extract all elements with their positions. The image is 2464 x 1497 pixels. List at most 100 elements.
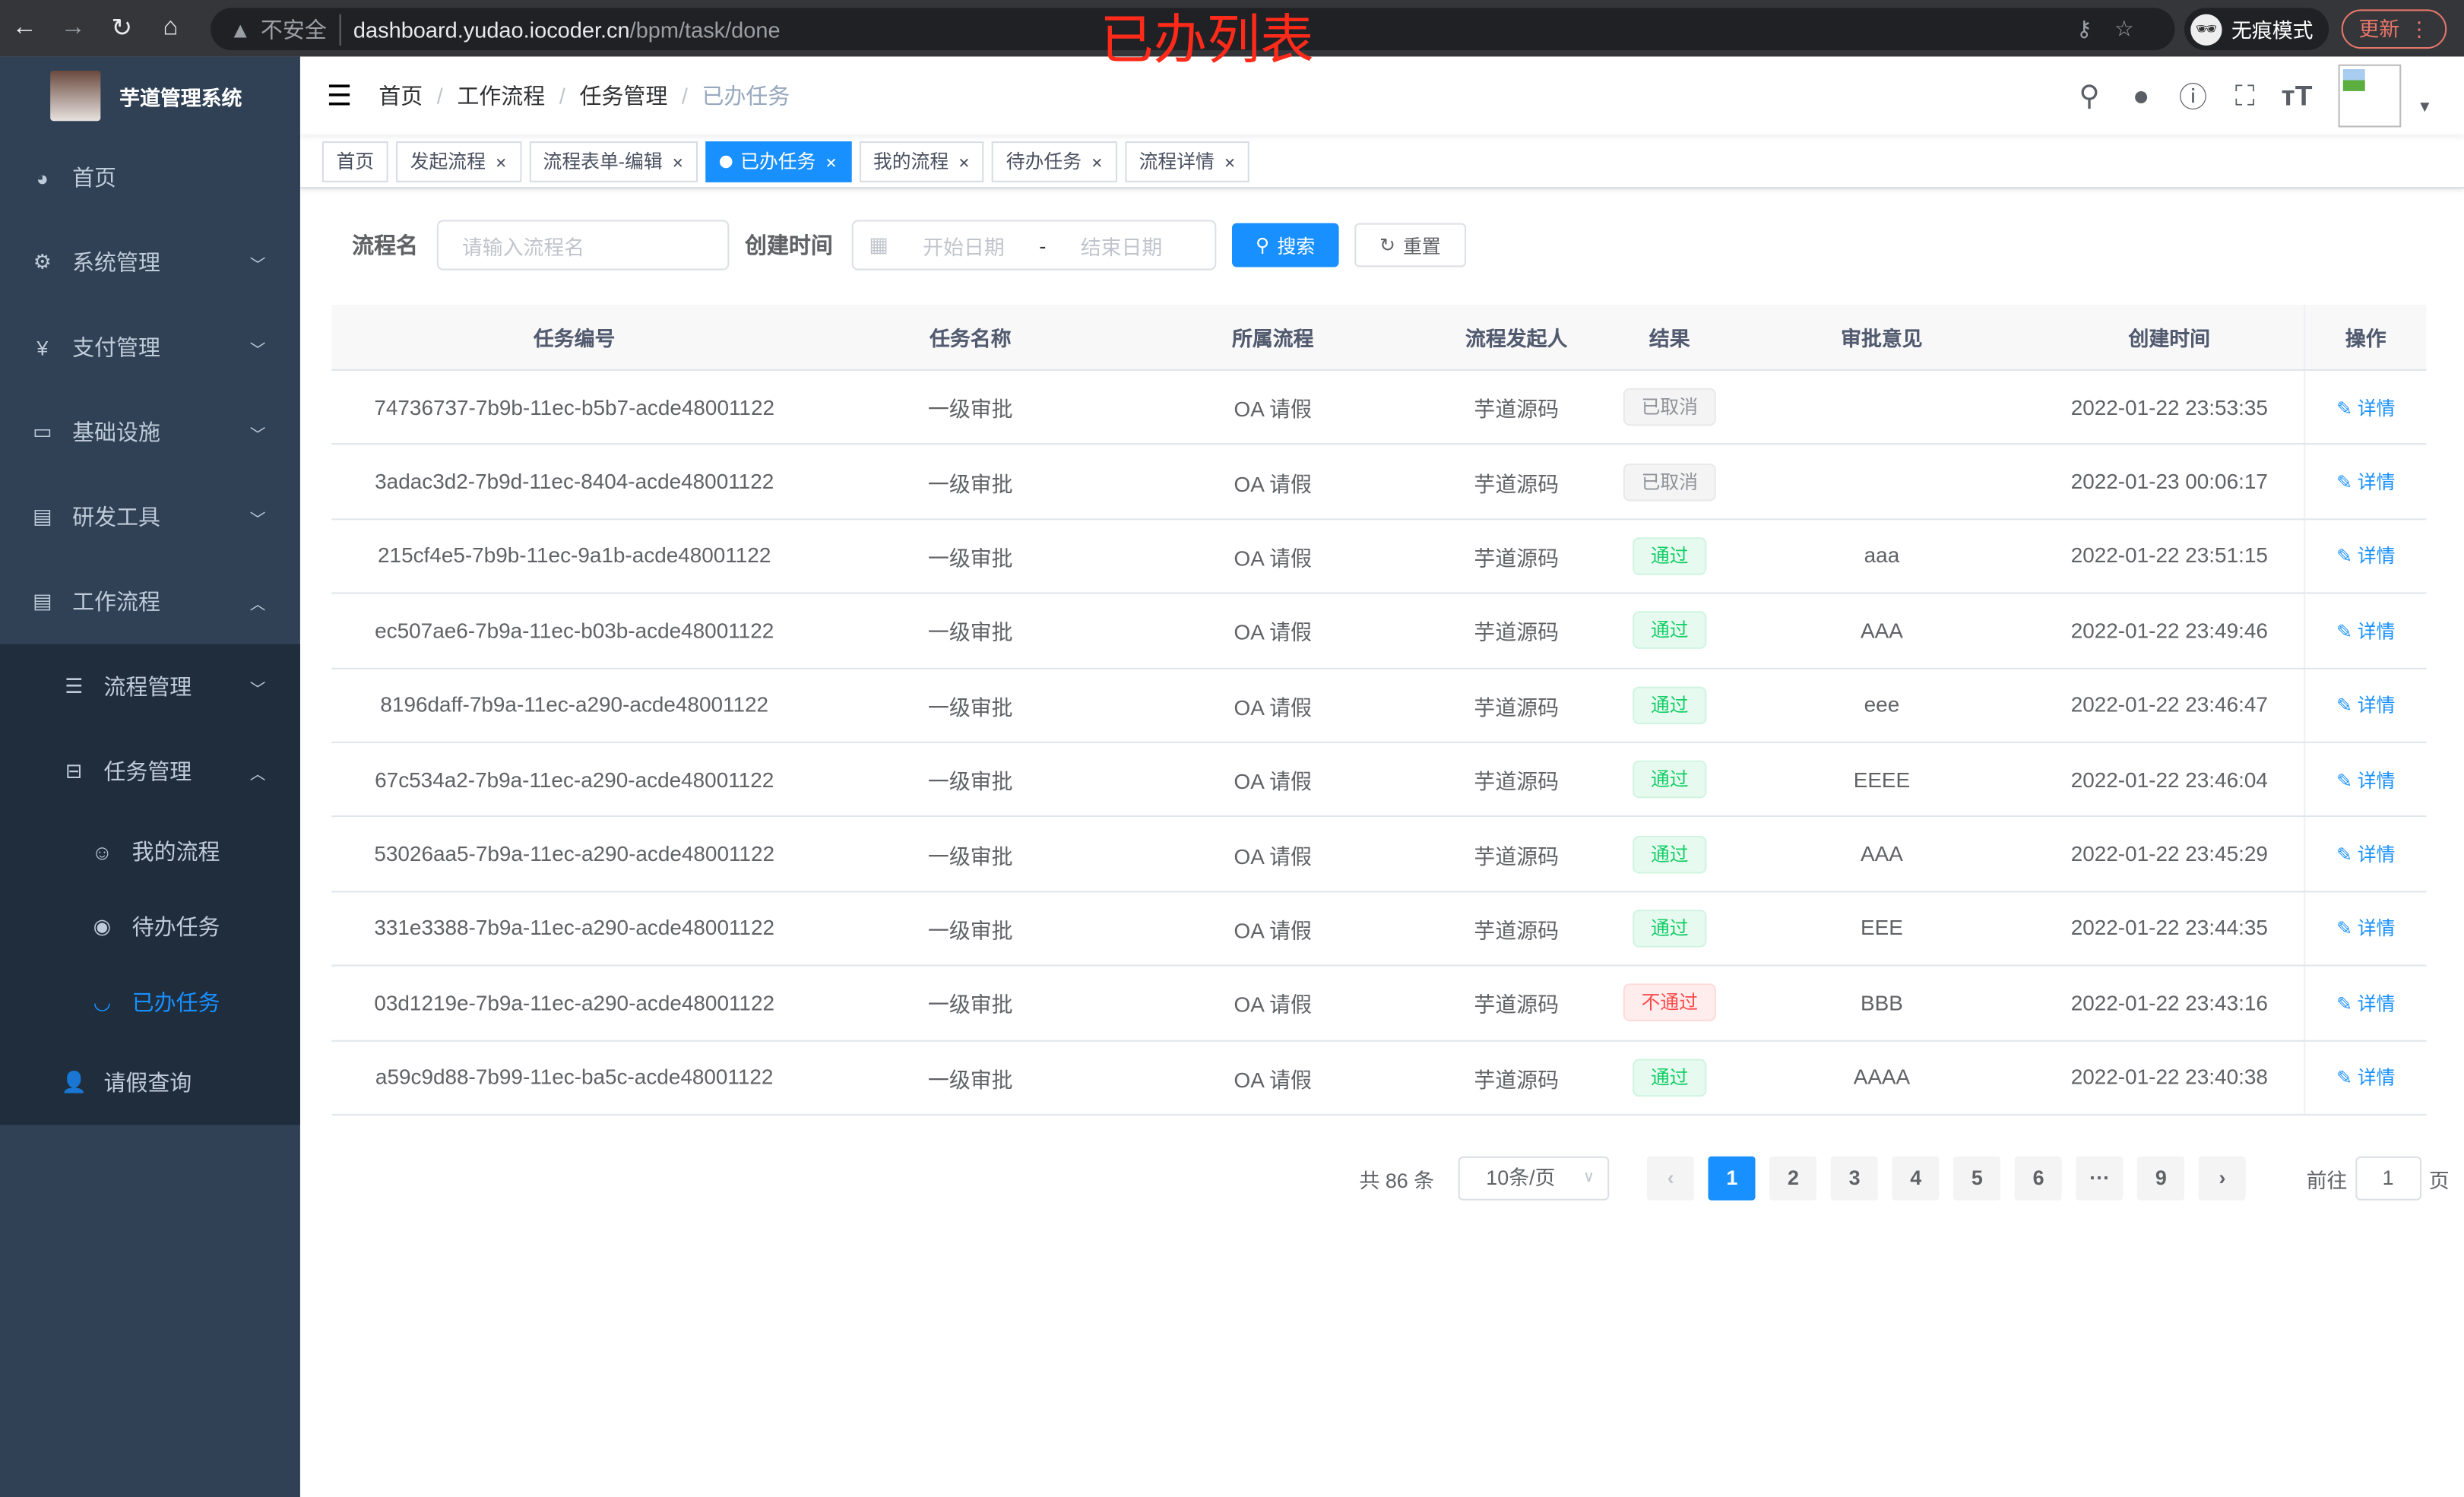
star-icon[interactable]: ☆ (2114, 15, 2156, 41)
close-icon[interactable]: ✕ (825, 154, 838, 171)
sidebar-item-label: 待办任务 (131, 914, 220, 940)
detail-button[interactable]: ✎ 详情 (2336, 692, 2395, 718)
page-button[interactable]: 3 (1831, 1156, 1879, 1201)
tag-6[interactable]: 流程详情 ✕ (1125, 141, 1250, 182)
sidebar-item-5[interactable]: ▤ 工作流程 ︿ (0, 559, 300, 644)
close-icon[interactable]: ✕ (495, 154, 507, 171)
help-icon[interactable]: ⓘ (2178, 81, 2208, 113)
close-icon[interactable]: ✕ (1224, 154, 1236, 171)
search-button[interactable]: ⚲ 搜索 (1231, 223, 1339, 267)
page-button[interactable]: 9 (2137, 1156, 2185, 1201)
start-date-input[interactable]: 开始日期 (923, 235, 1005, 259)
edit-icon: ✎ (2336, 843, 2352, 866)
tag-label: 已办任务 (740, 150, 816, 172)
column-header: 所属流程 (1231, 327, 1314, 351)
detail-button[interactable]: ✎ 详情 (2336, 915, 2395, 942)
more-icon[interactable]: ⋮ (2409, 17, 2430, 41)
end-date-input[interactable]: 结束日期 (1080, 235, 1163, 259)
home-icon[interactable]: ⌂ (163, 14, 179, 41)
goto-page-input[interactable]: 1 (2355, 1156, 2421, 1201)
avatar[interactable] (2338, 64, 2402, 128)
tag-0[interactable]: 首页 (321, 141, 388, 182)
close-icon[interactable]: ✕ (672, 154, 684, 171)
tree-icon: ⊟ (65, 758, 83, 783)
page-size-select[interactable]: 10条/页 ∨ (1458, 1156, 1609, 1201)
close-icon[interactable]: ✕ (1091, 154, 1104, 171)
next-page-button[interactable]: › (2198, 1156, 2246, 1201)
detail-button[interactable]: ✎ 详情 (2336, 617, 2395, 644)
tag-2[interactable]: 流程表单-编辑 ✕ (528, 141, 698, 182)
eye-closed-icon: ◡ (93, 989, 112, 1014)
tag-3[interactable]: 已办任务 ✕ (705, 141, 851, 182)
sidebar-item-my-process[interactable]: ☺ 我的流程 (0, 814, 300, 889)
date-range-picker[interactable]: ▦ 开始日期 - 结束日期 (851, 220, 1217, 271)
process-name-label: 流程名 (352, 233, 418, 258)
fullscreen-icon[interactable]: ⛶ (2234, 79, 2255, 111)
page-button[interactable]: 5 (1953, 1156, 2001, 1201)
hamburger-icon[interactable]: ☰ (326, 79, 353, 111)
task-name: 一级审批 (927, 397, 1013, 422)
incognito-badge[interactable]: 🕶 无痕模式 (2184, 8, 2329, 51)
page-button[interactable]: ··· (2076, 1156, 2124, 1201)
table-row: 331e3388-7b9a-11ec-a290-acde48001122 一级审… (331, 891, 2427, 967)
sidebar-item-label: 工作流程 (72, 589, 160, 615)
page-button[interactable]: 2 (1769, 1156, 1817, 1201)
breadcrumb-item[interactable]: 工作流程 (457, 83, 546, 109)
detail-button[interactable]: ✎ 详情 (2336, 468, 2395, 495)
sidebar-logo[interactable]: 芋道管理系统 (0, 56, 300, 135)
comment: aaa (1864, 544, 1900, 568)
sidebar-item-4[interactable]: ▤ 研发工具 ﹀ (0, 474, 300, 559)
update-button[interactable]: 更新 ⋮ (2341, 9, 2447, 49)
detail-button[interactable]: ✎ 详情 (2336, 989, 2395, 1016)
result-badge: 通过 (1633, 909, 1706, 948)
goto-label: 前往 (2306, 1168, 2348, 1192)
reset-button[interactable]: ↻ 重置 (1354, 223, 1466, 267)
detail-button[interactable]: ✎ 详情 (2336, 1064, 2395, 1090)
tag-5[interactable]: 待办任务 ✕ (992, 141, 1117, 182)
key-icon[interactable]: ⚷ (2076, 15, 2114, 41)
url-path: /bpm/task/done (629, 16, 781, 42)
result-badge: 通过 (1633, 537, 1706, 575)
reload-icon[interactable]: ↻ (111, 15, 133, 43)
sidebar-item-todo[interactable]: ◉ 待办任务 (0, 889, 300, 964)
tag-4[interactable]: 我的流程 ✕ (859, 141, 984, 182)
detail-button[interactable]: ✎ 详情 (2336, 840, 2395, 867)
detail-button[interactable]: ✎ 详情 (2336, 766, 2395, 793)
breadcrumb-item[interactable]: 首页 (378, 83, 423, 109)
sidebar-item-2[interactable]: ¥ 支付管理 ﹀ (0, 305, 300, 390)
sidebar-item-0[interactable]: ◕ 首页 (0, 135, 300, 220)
github-icon[interactable]: ● (2133, 79, 2150, 111)
table-header: 任务编号 任务名称 所属流程 流程发起人 结果 审批意见 创建时间 操作 (331, 305, 2427, 371)
sidebar-item-task-manage[interactable]: ⊟ 任务管理 ︿ (0, 729, 300, 814)
sidebar-item-process-manage[interactable]: ☰ 流程管理 ﹀ (0, 644, 300, 730)
table-row: ec507ae6-7b9a-11ec-b03b-acde48001122 一级审… (331, 593, 2427, 669)
sidebar-item-1[interactable]: ⚙ 系统管理 ﹀ (0, 220, 300, 305)
process-name-input[interactable]: 请输入流程名 (436, 220, 730, 271)
tag-1[interactable]: 发起流程 ✕ (396, 141, 521, 182)
sidebar-item-leave[interactable]: 👤 请假查询 (0, 1040, 300, 1125)
detail-button[interactable]: ✎ 详情 (2336, 543, 2395, 569)
breadcrumb: 首页 / 工作流程 / 任务管理 / 已办任务 (378, 83, 790, 109)
chevron-down-icon: ∨ (1582, 1169, 1595, 1187)
page-button[interactable]: 1 (1708, 1156, 1756, 1201)
detail-button[interactable]: ✎ 详情 (2336, 394, 2395, 420)
font-size-icon[interactable]: тT (2281, 79, 2313, 111)
page-button[interactable]: 4 (1892, 1156, 1940, 1201)
prev-page-button[interactable]: ‹ (1647, 1156, 1695, 1201)
starter: 芋道源码 (1474, 397, 1560, 422)
back-icon[interactable]: ← (11, 14, 37, 41)
edit-icon: ✎ (2336, 918, 2352, 941)
forward-icon[interactable]: → (60, 14, 86, 41)
address-bar[interactable]: ▲ 不安全 dashboard.yudao.iocoder.cn/bpm/tas… (211, 8, 2175, 51)
detail-label: 详情 (2357, 1067, 2396, 1090)
close-icon[interactable]: ✕ (958, 154, 971, 171)
search-icon[interactable]: ⚲ (2079, 79, 2100, 111)
caret-down-icon[interactable]: ▼ (2417, 98, 2433, 116)
monitor-icon: ▭ (33, 419, 52, 444)
create-time: 2022-01-23 00:06:17 (2070, 470, 2268, 494)
breadcrumb-item[interactable]: 任务管理 (579, 83, 668, 109)
task-id: 8196daff-7b9a-11ec-a290-acde48001122 (380, 693, 769, 717)
page-button[interactable]: 6 (2015, 1156, 2063, 1201)
sidebar-item-done[interactable]: ◡ 已办任务 (0, 965, 300, 1040)
sidebar-item-3[interactable]: ▭ 基础设施 ﹀ (0, 390, 300, 475)
